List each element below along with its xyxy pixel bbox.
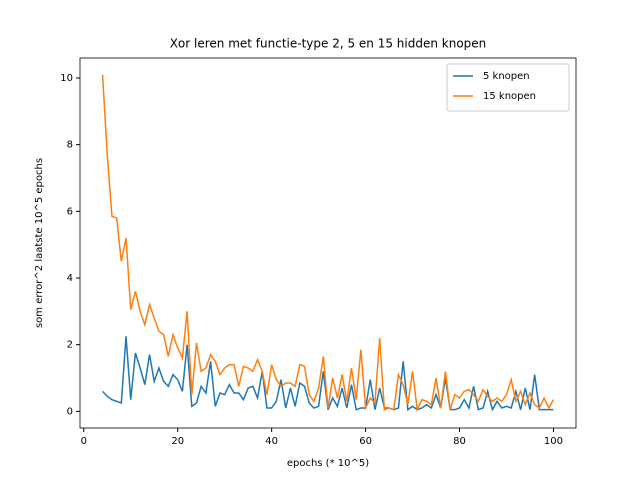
legend-label: 15 knopen — [483, 91, 536, 102]
line-series — [101, 74, 555, 413]
y-tick-label: 8 — [67, 140, 73, 151]
y-tick-label: 4 — [67, 273, 73, 284]
chart-title: Xor leren met functie-type 2, 5 en 15 hi… — [170, 37, 487, 51]
x-tick-label: 80 — [453, 436, 466, 447]
x-tick-label: 60 — [359, 436, 372, 447]
x-tick-label: 100 — [544, 436, 563, 447]
legend-box — [446, 63, 570, 112]
y-axis-label: som error^2 laatste 10^5 epochs — [34, 158, 45, 328]
plot-frame — [79, 57, 577, 429]
y-tick-label: 10 — [60, 73, 73, 84]
x-axis-label: epochs (* 10^5) — [287, 458, 369, 469]
y-tick-label: 6 — [67, 206, 73, 217]
x-tick-label: 0 — [81, 436, 87, 447]
x-tick-label: 20 — [171, 436, 184, 447]
legend-label: 5 knopen — [483, 71, 530, 82]
line-series — [102, 336, 554, 412]
y-tick-label: 2 — [67, 340, 73, 351]
x-tick-label: 40 — [265, 436, 278, 447]
y-tick-label: 0 — [67, 406, 73, 417]
